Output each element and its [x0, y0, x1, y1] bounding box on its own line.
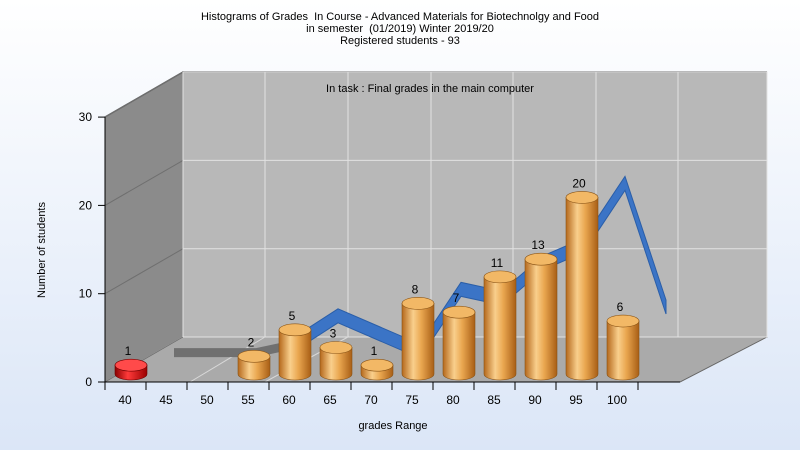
bar: 1: [114, 344, 148, 381]
x-tick-label: 90: [528, 393, 542, 407]
grid-line-left-wall: [104, 159, 184, 206]
bar-body: [319, 347, 353, 381]
bar-top: [114, 358, 148, 372]
x-tick-label: 80: [446, 393, 460, 407]
bar: 7: [442, 291, 476, 381]
bar-value-label: 7: [453, 291, 460, 305]
x-tick-label: 65: [323, 393, 337, 407]
bar-body: [606, 320, 640, 381]
y-tick-label: 10: [79, 287, 93, 301]
chart-subtitle: In task : Final grades in the main compu…: [326, 83, 534, 95]
bar-top: [401, 297, 435, 310]
x-tick-label: 70: [364, 393, 378, 407]
bar-top: [565, 191, 599, 204]
bar: 13: [524, 238, 558, 381]
title-line-3: Registered students - 93: [340, 35, 460, 47]
floor-line: [189, 336, 266, 383]
bar: 6: [606, 300, 640, 381]
bar-value-label: 8: [412, 282, 419, 296]
x-tick-label: 100: [607, 393, 627, 407]
bar-top: [442, 305, 476, 319]
x-tick-label: 85: [487, 393, 501, 407]
bar: 2: [237, 335, 271, 381]
bars: 1 2 5 3 1 8 7 11 13 20 6: [114, 176, 640, 381]
bar-body: [565, 197, 599, 381]
bar-top: [524, 252, 558, 266]
x-tick-label: 60: [282, 393, 296, 407]
bar-top: [483, 270, 517, 284]
bar-value-label: 13: [531, 238, 545, 252]
axes: [98, 116, 680, 390]
bar-value-label: 1: [371, 344, 378, 358]
bar-value-label: 20: [572, 176, 586, 190]
bar: 3: [319, 327, 353, 381]
x-tick-label: 95: [569, 393, 583, 407]
y-tick-label: 0: [85, 375, 92, 389]
x-tick-label: 40: [118, 393, 132, 407]
bar-top: [278, 323, 312, 337]
bar: 8: [401, 282, 435, 381]
bar-body: [237, 356, 271, 381]
x-tick-label: 55: [241, 393, 255, 407]
bar: 11: [483, 256, 517, 381]
bar-value-label: 1: [125, 344, 132, 358]
bar-value-label: 11: [491, 256, 504, 270]
bar-body: [401, 303, 435, 381]
bar-body: [442, 311, 476, 381]
bar: 1: [360, 344, 394, 381]
grid-line-left-wall: [104, 248, 184, 295]
bar: 20: [565, 176, 599, 381]
y-axis-label: Number of students: [36, 202, 48, 298]
y-tick-label: 30: [79, 110, 93, 124]
x-axis-label: grades Range: [0, 420, 800, 432]
bar-body: [483, 276, 517, 381]
bar-value-label: 3: [330, 327, 337, 341]
chart-title: Histograms of Grades In Course - Advance…: [0, 11, 800, 47]
left-wall: [104, 71, 184, 383]
title-line-1: Histograms of Grades In Course - Advance…: [200, 11, 600, 23]
bar-value-label: 6: [617, 300, 624, 314]
grid-line-left-wall: [104, 71, 184, 118]
bar: 5: [278, 309, 312, 381]
bar-top: [360, 358, 394, 372]
x-axis-label-text: grades Range: [358, 420, 428, 432]
floor: [103, 336, 768, 383]
x-tick-label: 50: [200, 393, 214, 407]
y-tick-label: 20: [79, 198, 93, 212]
bar-value-label: 5: [289, 309, 296, 323]
bar-value-label: 2: [248, 335, 255, 349]
bar-top: [319, 341, 353, 354]
bar-body: [524, 258, 558, 381]
title-line-2: in semester (01/2019) Winter 2019/20: [306, 23, 494, 35]
bar-top: [237, 350, 271, 363]
x-tick-label: 45: [159, 393, 173, 407]
bar-body: [278, 329, 312, 381]
bar-top: [606, 314, 640, 328]
x-tick-label: 75: [405, 393, 419, 407]
